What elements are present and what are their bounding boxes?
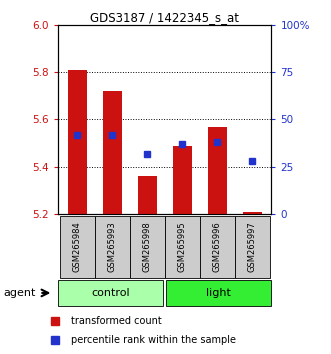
Bar: [95, 216, 130, 278]
Bar: [103, 91, 122, 214]
Text: GSM265993: GSM265993: [108, 222, 117, 272]
Text: agent: agent: [3, 288, 35, 298]
Bar: [235, 216, 270, 278]
Bar: [165, 216, 200, 278]
Bar: [130, 216, 165, 278]
Text: GSM265996: GSM265996: [213, 222, 222, 272]
Bar: [138, 176, 157, 214]
Text: light: light: [207, 288, 231, 298]
Bar: [58, 280, 163, 306]
Text: control: control: [91, 288, 130, 298]
Bar: [172, 145, 192, 214]
Title: GDS3187 / 1422345_s_at: GDS3187 / 1422345_s_at: [90, 11, 239, 24]
Bar: [166, 280, 271, 306]
Text: GSM265997: GSM265997: [248, 222, 257, 272]
Text: percentile rank within the sample: percentile rank within the sample: [71, 335, 236, 345]
Bar: [200, 216, 235, 278]
Bar: [243, 212, 262, 214]
Bar: [60, 216, 95, 278]
Bar: [68, 70, 87, 214]
Text: GSM265984: GSM265984: [73, 222, 82, 272]
Text: GSM265998: GSM265998: [143, 222, 152, 272]
Bar: [208, 127, 227, 214]
Text: transformed count: transformed count: [71, 316, 162, 326]
Text: GSM265995: GSM265995: [178, 222, 187, 272]
